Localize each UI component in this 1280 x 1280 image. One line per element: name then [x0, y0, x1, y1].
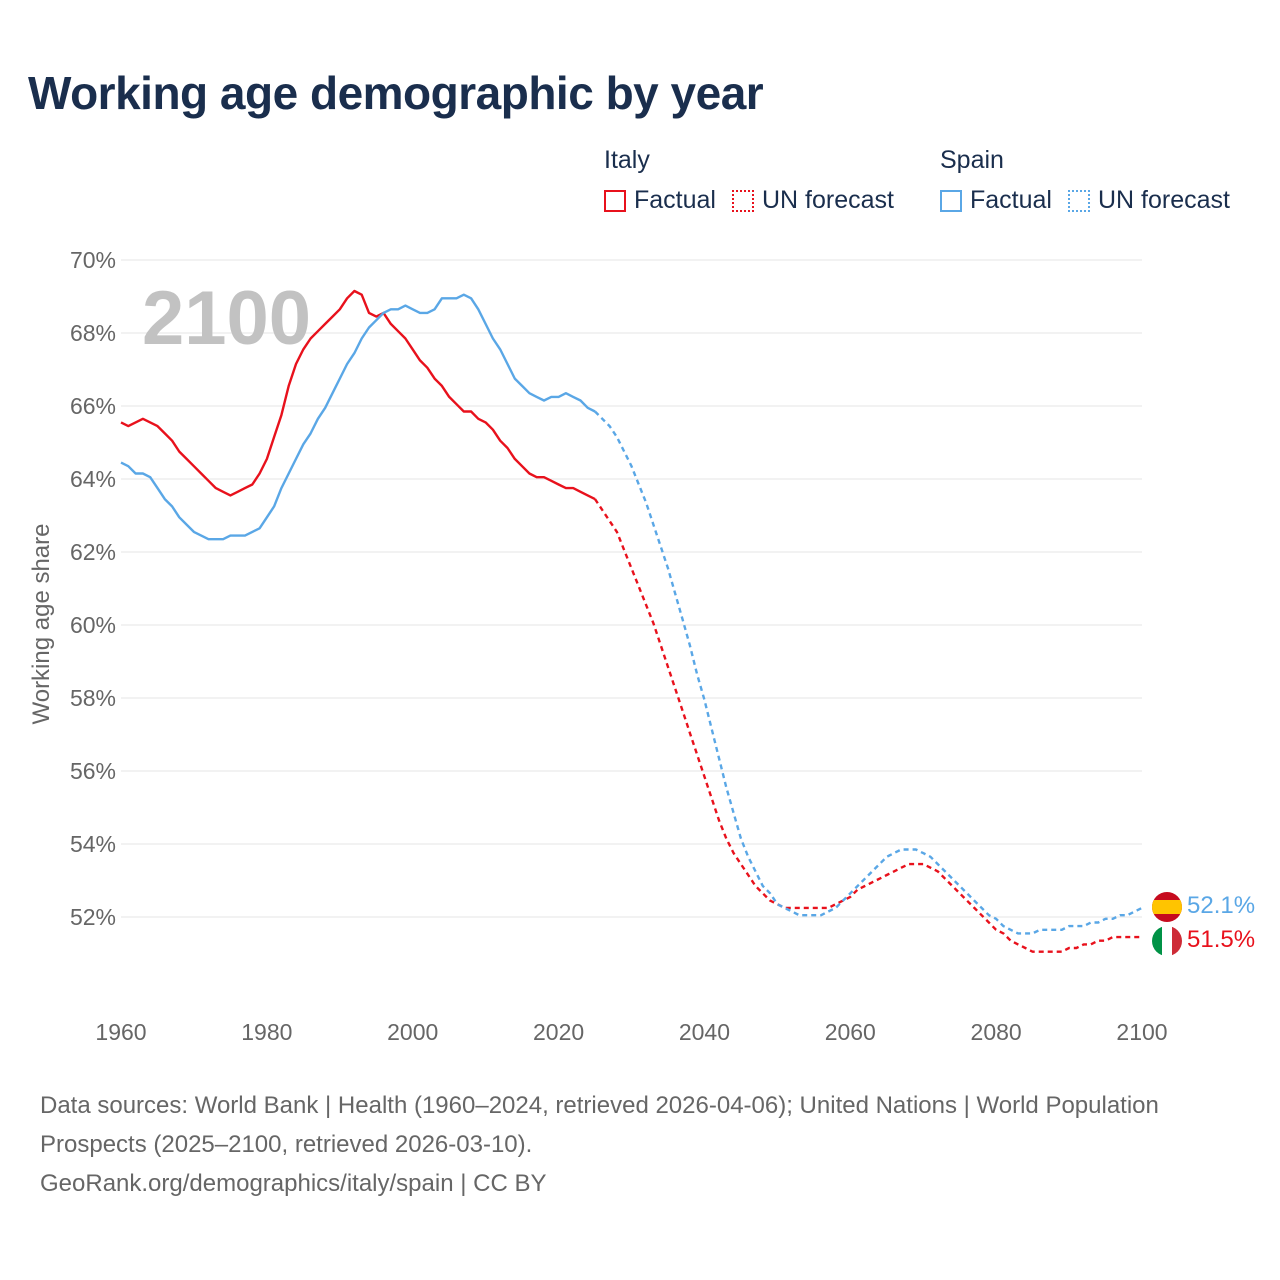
legend-item-italy-forecast[interactable]: UN forecast: [731, 186, 894, 215]
legend-swatch-dotted: [731, 189, 754, 212]
x-tick-label: 2080: [971, 1019, 1022, 1045]
x-tick-label: 2100: [1116, 1019, 1167, 1045]
y-tick-label: 58%: [70, 685, 116, 711]
line-chart: 70% 68% 66% 64% 62% 60% 58% 56% 54% 52% 1960 1980 2…: [70, 247, 1255, 1045]
x-tick-label: 1960: [95, 1019, 146, 1045]
x-tick-label: 1980: [241, 1019, 292, 1045]
legend-country-italy: Italy: [604, 146, 650, 174]
legend-italy: Italy Factual UN forecast: [604, 144, 910, 215]
year-overlay: 2100: [142, 276, 311, 361]
legend-spain: Spain Factual UN forecast: [940, 144, 1246, 215]
series-line-spain-forecast: [594, 410, 1143, 935]
series-lines: [120, 289, 1143, 953]
y-tick-label: 52%: [70, 904, 116, 930]
footer-sources: Data sources: World Bank | Health (1960–…: [40, 1092, 1159, 1158]
y-tick-label: 68%: [70, 320, 116, 346]
legend-country-spain: Spain: [940, 146, 1004, 174]
end-label-italy: 51.5%: [1187, 926, 1255, 953]
end-label-spain: 52.1%: [1187, 892, 1255, 919]
x-tick-label: 2020: [533, 1019, 584, 1045]
series-line-spain-factual: [120, 293, 596, 541]
footer-url[interactable]: GeoRank.org/demographics/italy/spain | C…: [40, 1170, 547, 1197]
legend-label-spain-factual: Factual: [970, 186, 1052, 214]
legend-item-spain-factual[interactable]: Factual: [940, 186, 1052, 215]
y-tick-label: 56%: [70, 758, 116, 784]
legend-swatch-solid: [604, 189, 626, 212]
legend-label-italy-forecast: UN forecast: [761, 186, 894, 214]
y-tick-label: 62%: [70, 539, 116, 565]
spain-flag-icon: [1152, 892, 1182, 922]
chart-title: Working age demographic by year: [28, 67, 764, 119]
legend-swatch-dotted: [1067, 189, 1090, 212]
gridlines: [121, 259, 1142, 918]
legend-label-italy-factual: Factual: [634, 186, 716, 214]
y-tick-label: 66%: [70, 393, 116, 419]
italy-flag-icon: [1152, 926, 1182, 956]
x-tick-label: 2000: [387, 1019, 438, 1045]
y-tick-label: 70%: [70, 247, 116, 273]
y-tick-label: 54%: [70, 831, 116, 857]
x-tick-label: 2040: [679, 1019, 730, 1045]
footer: Data sources: World Bank | Health (1960–…: [40, 1086, 1180, 1203]
x-tick-label: 2060: [825, 1019, 876, 1045]
end-markers: 52.1% 51.5%: [1152, 892, 1255, 956]
y-tick-label: 64%: [70, 466, 116, 492]
legend-swatch-solid: [940, 189, 962, 212]
y-tick-label: 60%: [70, 612, 116, 638]
legend-item-spain-forecast[interactable]: UN forecast: [1067, 186, 1230, 215]
y-axis-ticks: 70% 68% 66% 64% 62% 60% 58% 56% 54% 52%: [70, 247, 116, 930]
x-axis-ticks: 1960 1980 2000 2020 2040 2060 2080 2100: [95, 1019, 1167, 1045]
series-line-italy-factual: [120, 289, 596, 501]
series-line-italy-forecast: [594, 498, 1142, 953]
legend-item-italy-factual[interactable]: Factual: [604, 186, 716, 215]
legend-label-spain-forecast: UN forecast: [1097, 186, 1230, 214]
